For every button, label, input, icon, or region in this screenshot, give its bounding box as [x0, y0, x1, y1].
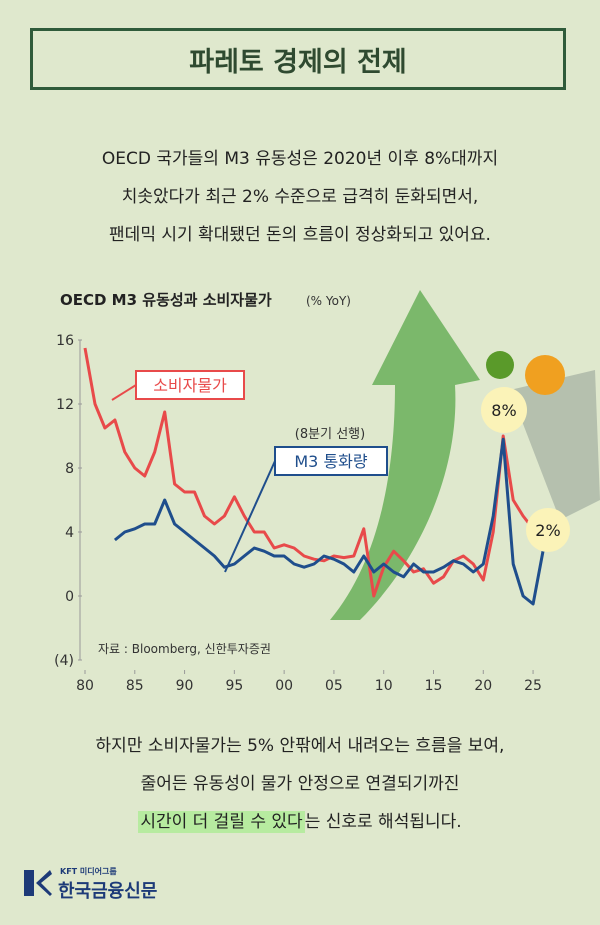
footer: 하지만 소비자물가는 5% 안팎에서 내려오는 흐름을 보여, 줄어든 유동성이… [0, 727, 600, 841]
arrow-decoration [330, 290, 480, 620]
annotation: 2% [535, 521, 560, 540]
x-tick-label: 10 [375, 678, 393, 694]
y-tick-label: 4 [65, 525, 74, 541]
footer-line: 하지만 소비자물가는 5% 안팎에서 내려오는 흐름을 보여, [95, 736, 505, 756]
legend-pointer [224, 460, 276, 573]
chart-subtitle: (% YoY) [306, 294, 351, 308]
callout-circle [481, 387, 527, 433]
source-note: 자료 : Bloomberg, 신한투자증권 [98, 642, 271, 656]
x-tick-label: 00 [275, 678, 293, 694]
legend-box [274, 446, 388, 476]
logo-group: KFT 미디어그룹 [60, 867, 117, 876]
footer-rest: 는 신호로 해석됩니다. [304, 812, 462, 832]
y-tick-label: 12 [56, 397, 74, 413]
footer-line: 줄어든 유동성이 물가 안정으로 연결되기까진 [140, 774, 460, 794]
title-box: 파레토 경제의 전제 [30, 28, 566, 90]
y-tick-label: 16 [56, 333, 74, 349]
x-tick-label: 85 [126, 678, 144, 694]
veg-decoration [486, 351, 514, 379]
x-tick-label: 20 [474, 678, 492, 694]
footer-line: 시간이 더 걸릴 수 있다 는 신호로 해석됩니다. [0, 803, 600, 841]
title: 파레토 경제의 전제 [189, 46, 407, 78]
chart: OECD M3 유동성과 소비자물가 (% YoY) (4) 0 4 8 12 16 80 8… [54, 290, 600, 694]
annotation: (8분기 선행) [295, 426, 365, 442]
callout-circle [526, 508, 570, 552]
annotation: 8% [491, 401, 516, 420]
y-tick-label: 0 [65, 589, 74, 605]
legend-label: 소비자물가 [153, 376, 227, 395]
legend-pointer [111, 384, 137, 401]
x-tick-label: 90 [176, 678, 194, 694]
intro: OECD 국가들의 M3 유동성은 2020년 이후 8%대까지 치솟았다가 최… [0, 140, 600, 254]
intro-line: OECD 국가들의 M3 유동성은 2020년 이후 8%대까지 [101, 149, 499, 169]
x-tick-label: 25 [524, 678, 542, 694]
x-tick-label: 15 [425, 678, 443, 694]
basket-decoration [510, 370, 600, 520]
fruit-decoration [525, 355, 565, 395]
series-line [83, 347, 544, 598]
legend-label: M3 통화량 [294, 452, 368, 471]
highlight: 시간이 더 걸릴 수 있다 [138, 811, 305, 833]
logo-name: 한국금융신문 [58, 881, 158, 902]
intro-line: 치솟았다가 최근 2% 수준으로 급격히 둔화되면서, [121, 187, 479, 207]
x-tick-label: 95 [225, 678, 243, 694]
x-tick-label: 80 [76, 678, 94, 694]
logo-mark [24, 870, 52, 896]
intro-line: 팬데믹 시기 확대됐던 돈의 흐름이 정상화되고 있어요. [109, 225, 491, 245]
series-line [113, 437, 545, 606]
x-tick-label: 05 [325, 678, 343, 694]
y-tick-label: 8 [65, 461, 74, 477]
y-tick-label: (4) [54, 653, 74, 669]
chart-title: OECD M3 유동성과 소비자물가 [60, 291, 272, 309]
